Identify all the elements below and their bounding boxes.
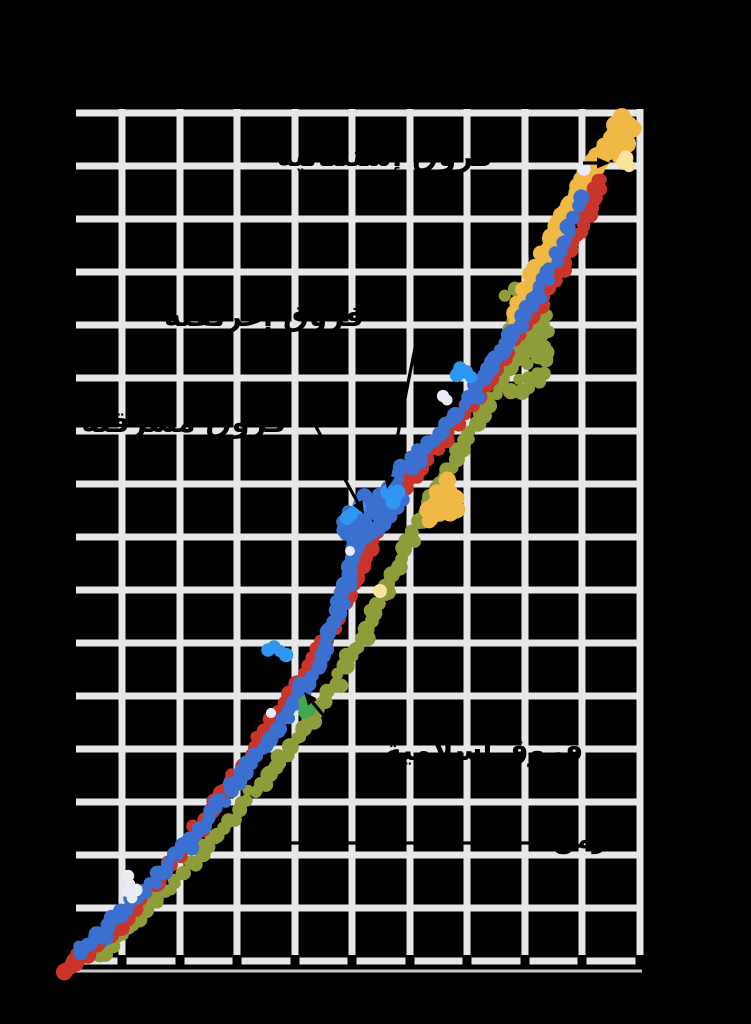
- annotation-eastern-differences: فروق مشرقية: [81, 404, 287, 439]
- annotation-exceptional-differences: فروق إستثنائية: [276, 138, 494, 173]
- annotation-time-direction: الزمن: [552, 824, 628, 855]
- annotation-greek-differences: فروق إغريقية: [163, 298, 365, 333]
- annotation-islamic-differences: فروق إسلامية: [384, 732, 584, 767]
